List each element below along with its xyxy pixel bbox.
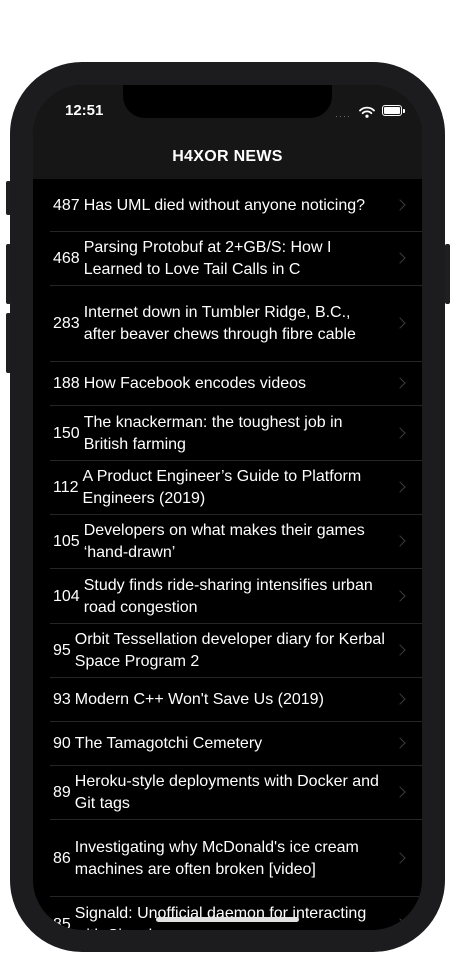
table-row[interactable]: 86 Investigating why McDonald's ice crea… bbox=[33, 820, 422, 897]
chevron-right-icon bbox=[394, 426, 406, 439]
table-row[interactable]: 150 The knackerman: the toughest job in … bbox=[33, 406, 422, 461]
story-points: 283 bbox=[53, 315, 80, 332]
story-title: Has UML died without anyone noticing? bbox=[83, 196, 366, 214]
story-title: Heroku-style deployments with Docker and… bbox=[74, 773, 379, 812]
table-row[interactable]: 468 Parsing Protobuf at 2+GB/S: How I Le… bbox=[33, 232, 422, 286]
story-points: 95 bbox=[53, 642, 71, 659]
chevron-right-icon bbox=[394, 851, 406, 864]
chevron-right-icon bbox=[394, 535, 406, 547]
table-row[interactable]: 188 How Facebook encodes videos bbox=[33, 362, 422, 406]
story-title: Parsing Protobuf at 2+GB/S: How I Learne… bbox=[83, 239, 332, 278]
wifi-icon bbox=[359, 105, 375, 123]
table-row[interactable]: 93 Modern C++ Won't Save Us (2019) bbox=[33, 678, 422, 722]
table-row[interactable]: 104 Study finds ride-sharing intensifies… bbox=[33, 569, 422, 624]
table-row[interactable]: 112 A Product Engineer’s Guide to Platfo… bbox=[33, 461, 422, 515]
table-row[interactable]: 89 Heroku-style deployments with Docker … bbox=[33, 766, 422, 820]
story-points: 150 bbox=[53, 424, 80, 442]
story-title: A Product Engineer’s Guide to Platform E… bbox=[82, 468, 362, 507]
story-points: 104 bbox=[53, 587, 80, 605]
home-indicator[interactable] bbox=[156, 917, 299, 922]
story-points: 188 bbox=[53, 375, 80, 392]
table-row[interactable]: 105 Developers on what makes their games… bbox=[33, 515, 422, 569]
story-title: Internet down in Tumbler Ridge, B.C., af… bbox=[83, 304, 356, 343]
table-row[interactable]: 487 Has UML died without anyone noticing… bbox=[33, 179, 422, 232]
page-title: H4XOR NEWS bbox=[172, 148, 283, 165]
chevron-right-icon bbox=[394, 737, 406, 749]
story-title: Orbit Tessellation developer diary for K… bbox=[74, 631, 385, 670]
table-row[interactable]: 95 Orbit Tessellation developer diary fo… bbox=[33, 624, 422, 678]
chevron-right-icon bbox=[394, 198, 406, 211]
battery-icon bbox=[382, 105, 405, 116]
chevron-right-icon bbox=[394, 481, 406, 493]
story-title: The Tamagotchi Cemetery bbox=[74, 735, 263, 752]
story-title: How Facebook encodes videos bbox=[83, 375, 307, 392]
chevron-right-icon bbox=[394, 917, 406, 930]
story-points: 487 bbox=[53, 196, 80, 214]
story-points: 89 bbox=[53, 784, 71, 801]
chevron-right-icon bbox=[394, 377, 406, 389]
volume-up-button[interactable] bbox=[6, 244, 11, 304]
story-points: 85 bbox=[53, 915, 71, 931]
chevron-right-icon bbox=[394, 317, 406, 329]
story-title: Developers on what makes their games ‘ha… bbox=[83, 522, 365, 561]
notch bbox=[123, 85, 332, 118]
story-points: 105 bbox=[53, 533, 80, 550]
chevron-right-icon bbox=[394, 589, 406, 602]
volume-down-button[interactable] bbox=[6, 313, 11, 373]
chevron-right-icon bbox=[394, 693, 406, 705]
story-points: 90 bbox=[53, 735, 71, 752]
table-row[interactable]: 90 The Tamagotchi Cemetery bbox=[33, 722, 422, 766]
story-title: Modern C++ Won't Save Us (2019) bbox=[74, 691, 324, 708]
story-points: 86 bbox=[53, 849, 71, 867]
story-points: 468 bbox=[53, 250, 80, 267]
screen: 12:51 ···· H4XOR NEWS 487 Has UML died w… bbox=[33, 85, 422, 930]
power-button[interactable] bbox=[445, 244, 450, 304]
navigation-bar: H4XOR NEWS bbox=[33, 135, 422, 179]
silent-switch[interactable] bbox=[6, 181, 11, 215]
status-bar: 12:51 ···· bbox=[33, 85, 422, 135]
story-title: Study finds ride-sharing intensifies urb… bbox=[83, 576, 373, 616]
cellular-signal-icon: ···· bbox=[335, 111, 351, 121]
status-time: 12:51 bbox=[65, 102, 104, 119]
table-row[interactable]: 283 Internet down in Tumbler Ridge, B.C.… bbox=[33, 286, 422, 362]
chevron-right-icon bbox=[394, 644, 406, 656]
chevron-right-icon bbox=[394, 252, 406, 264]
table-row[interactable]: 85 Signald: Unofficial daemon for intera… bbox=[33, 897, 422, 930]
story-title: Investigating why McDonald's ice cream m… bbox=[74, 838, 359, 878]
story-list[interactable]: 487 Has UML died without anyone noticing… bbox=[33, 179, 422, 930]
chevron-right-icon bbox=[394, 786, 406, 798]
story-points: 112 bbox=[53, 479, 79, 496]
story-points: 93 bbox=[53, 691, 71, 708]
story-title: The knackerman: the toughest job in Brit… bbox=[83, 413, 343, 453]
